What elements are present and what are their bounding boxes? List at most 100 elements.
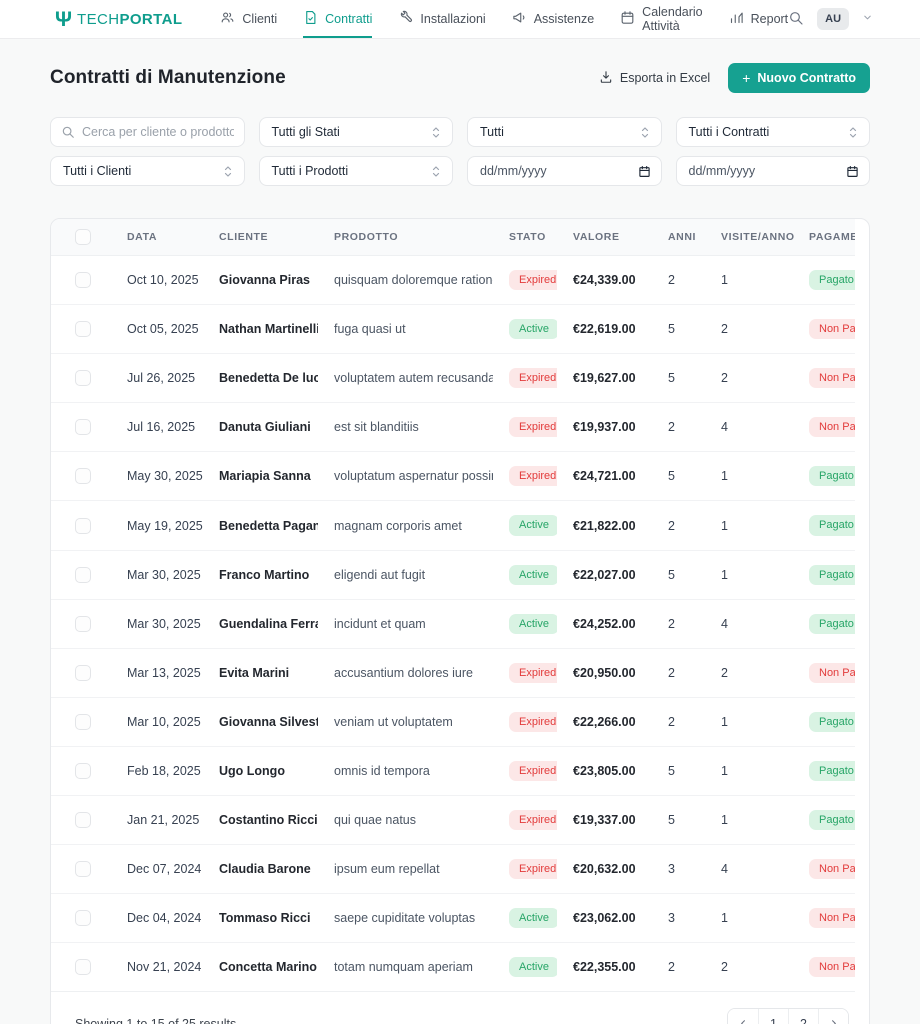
table-row[interactable]: May 30, 2025 Mariapia Sanna voluptatum a… [51, 451, 855, 502]
prev-page-button[interactable] [728, 1009, 758, 1024]
all-select[interactable]: Tutti [467, 117, 662, 147]
row-checkbox[interactable] [75, 272, 91, 289]
status-badge: Active [509, 957, 557, 978]
table-row[interactable]: Jul 26, 2025 Benedetta De luca voluptate… [51, 353, 855, 404]
table-row[interactable]: Mar 30, 2025 Guendalina Ferrara incidunt… [51, 599, 855, 649]
avatar[interactable]: AU [817, 8, 850, 30]
cell-value: €23,805.00 [557, 746, 652, 797]
table-row[interactable]: May 19, 2025 Benedetta Pagano magnam cor… [51, 500, 855, 551]
table-scroll-area[interactable]: DATA CLIENTE PRODOTTO STATO VALORE ANNI … [51, 219, 855, 993]
main-nav: Clienti Contratti Installazioni Assisten… [220, 0, 788, 38]
date-to-input[interactable]: dd/mm/yyyy [675, 156, 870, 186]
row-checkbox[interactable] [75, 762, 91, 779]
wrench-icon [398, 10, 413, 28]
products-select[interactable]: Tutti i Prodotti [258, 156, 453, 186]
table-row[interactable]: Oct 05, 2025 Nathan Martinelli fuga quas… [51, 304, 855, 355]
cell-date: Mar 13, 2025 [111, 648, 203, 698]
nav-item-contratti[interactable]: Contratti [303, 0, 373, 38]
row-checkbox[interactable] [75, 419, 91, 436]
select-all-checkbox[interactable] [75, 229, 91, 245]
cell-visits: 1 [705, 550, 793, 600]
row-checkbox[interactable] [75, 615, 91, 632]
table-row[interactable]: Dec 07, 2024 Claudia Barone ipsum eum re… [51, 844, 855, 895]
row-checkbox[interactable] [75, 910, 91, 927]
nav-item-installazioni[interactable]: Installazioni [398, 0, 486, 38]
export-excel-button[interactable]: Esporta in Excel [599, 70, 710, 87]
brand-name: TECHPORTAL [77, 10, 183, 28]
cell-client: Evita Marini [203, 648, 318, 698]
page-button-1[interactable]: 1 [758, 1009, 788, 1024]
table-body: Oct 10, 2025 Giovanna Piras quisquam dol… [51, 255, 855, 993]
status-badge: Expired [509, 662, 557, 683]
payment-badge: Non Pagato [809, 368, 855, 389]
status-badge: Expired [509, 368, 557, 389]
page-button-2[interactable]: 2 [788, 1009, 818, 1024]
cell-product: magnam corporis amet [318, 500, 493, 551]
cell-visits: 2 [705, 648, 793, 698]
calendar-icon[interactable] [846, 165, 859, 181]
cell-value: €24,721.00 [557, 451, 652, 502]
row-checkbox[interactable] [75, 370, 91, 387]
chevron-down-icon[interactable] [862, 12, 873, 26]
table-row[interactable]: Mar 10, 2025 Giovanna Silvestri veniam u… [51, 697, 855, 747]
next-page-button[interactable] [818, 1009, 848, 1024]
row-checkbox[interactable] [75, 517, 91, 534]
status-badge: Expired [509, 270, 557, 291]
cell-product: saepe cupiditate voluptas [318, 893, 493, 944]
new-contract-button[interactable]: + Nuovo Contratto [728, 63, 870, 93]
clients-select-value: Tutti i Clienti [63, 164, 132, 178]
nav-item-clienti[interactable]: Clienti [220, 0, 277, 38]
search-icon[interactable] [788, 10, 804, 29]
table-row[interactable]: Mar 13, 2025 Evita Marini accusantium do… [51, 648, 855, 698]
payment-badge: Non Pagato [809, 417, 855, 438]
nav-item-assistenze[interactable]: Assistenze [512, 0, 594, 38]
row-checkbox[interactable] [75, 664, 91, 681]
table-row[interactable]: Feb 18, 2025 Ugo Longo omnis id tempora … [51, 746, 855, 797]
cell-years: 2 [652, 402, 705, 453]
payment-badge: Non Pagato [809, 957, 855, 978]
row-checkbox[interactable] [75, 566, 91, 583]
row-checkbox[interactable] [75, 713, 91, 730]
row-checkbox[interactable] [75, 812, 91, 829]
cell-visits: 1 [705, 746, 793, 797]
cell-client: Giovanna Silvestri [203, 697, 318, 747]
contracts-select[interactable]: Tutti i Contratti [675, 117, 870, 147]
table-row[interactable]: Oct 10, 2025 Giovanna Piras quisquam dol… [51, 255, 855, 306]
table-row[interactable]: Jul 16, 2025 Danuta Giuliani est sit bla… [51, 402, 855, 453]
payment-badge: Non Pagato [809, 319, 855, 340]
payment-badge: Non Pagato [809, 908, 855, 929]
status-badge: Expired [509, 466, 557, 487]
cell-visits: 1 [705, 697, 793, 747]
brand-logo[interactable]: Ψ TECHPORTAL [55, 0, 182, 38]
cell-date: Nov 21, 2024 [111, 942, 203, 993]
table-row[interactable]: Nov 21, 2024 Concetta Marino totam numqu… [51, 942, 855, 993]
clients-select[interactable]: Tutti i Clienti [50, 156, 245, 186]
search-input[interactable] [51, 118, 244, 146]
states-select[interactable]: Tutti gli Stati [258, 117, 453, 147]
states-select-value: Tutti gli Stati [271, 125, 340, 139]
calendar-icon[interactable] [638, 165, 651, 181]
table-row[interactable]: Dec 04, 2024 Tommaso Ricci saepe cupidit… [51, 893, 855, 944]
column-header-anni: ANNI [652, 219, 705, 256]
cell-visits: 1 [705, 255, 793, 306]
nav-item-report[interactable]: Report [729, 0, 788, 38]
row-checkbox[interactable] [75, 959, 91, 976]
cell-years: 3 [652, 893, 705, 944]
cell-years: 2 [652, 697, 705, 747]
date-from-input[interactable]: dd/mm/yyyy [467, 156, 662, 186]
trident-logo-icon: Ψ [55, 7, 72, 31]
row-checkbox[interactable] [75, 861, 91, 878]
calendar-icon [620, 10, 635, 28]
cell-years: 5 [652, 795, 705, 846]
megaphone-icon [512, 10, 527, 28]
cell-years: 2 [652, 648, 705, 698]
row-checkbox[interactable] [75, 468, 91, 485]
table-row[interactable]: Jan 21, 2025 Costantino Ricci qui quae n… [51, 795, 855, 846]
cell-product: incidunt et quam [318, 599, 493, 649]
nav-item-calendario[interactable]: Calendario Attività [620, 0, 703, 38]
filter-bar: Tutti gli Stati Tutti Tutti i Contratti … [50, 117, 870, 186]
cell-product: ipsum eum repellat [318, 844, 493, 895]
cell-client: Claudia Barone [203, 844, 318, 895]
row-checkbox[interactable] [75, 321, 91, 338]
table-row[interactable]: Mar 30, 2025 Franco Martino eligendi aut… [51, 550, 855, 600]
